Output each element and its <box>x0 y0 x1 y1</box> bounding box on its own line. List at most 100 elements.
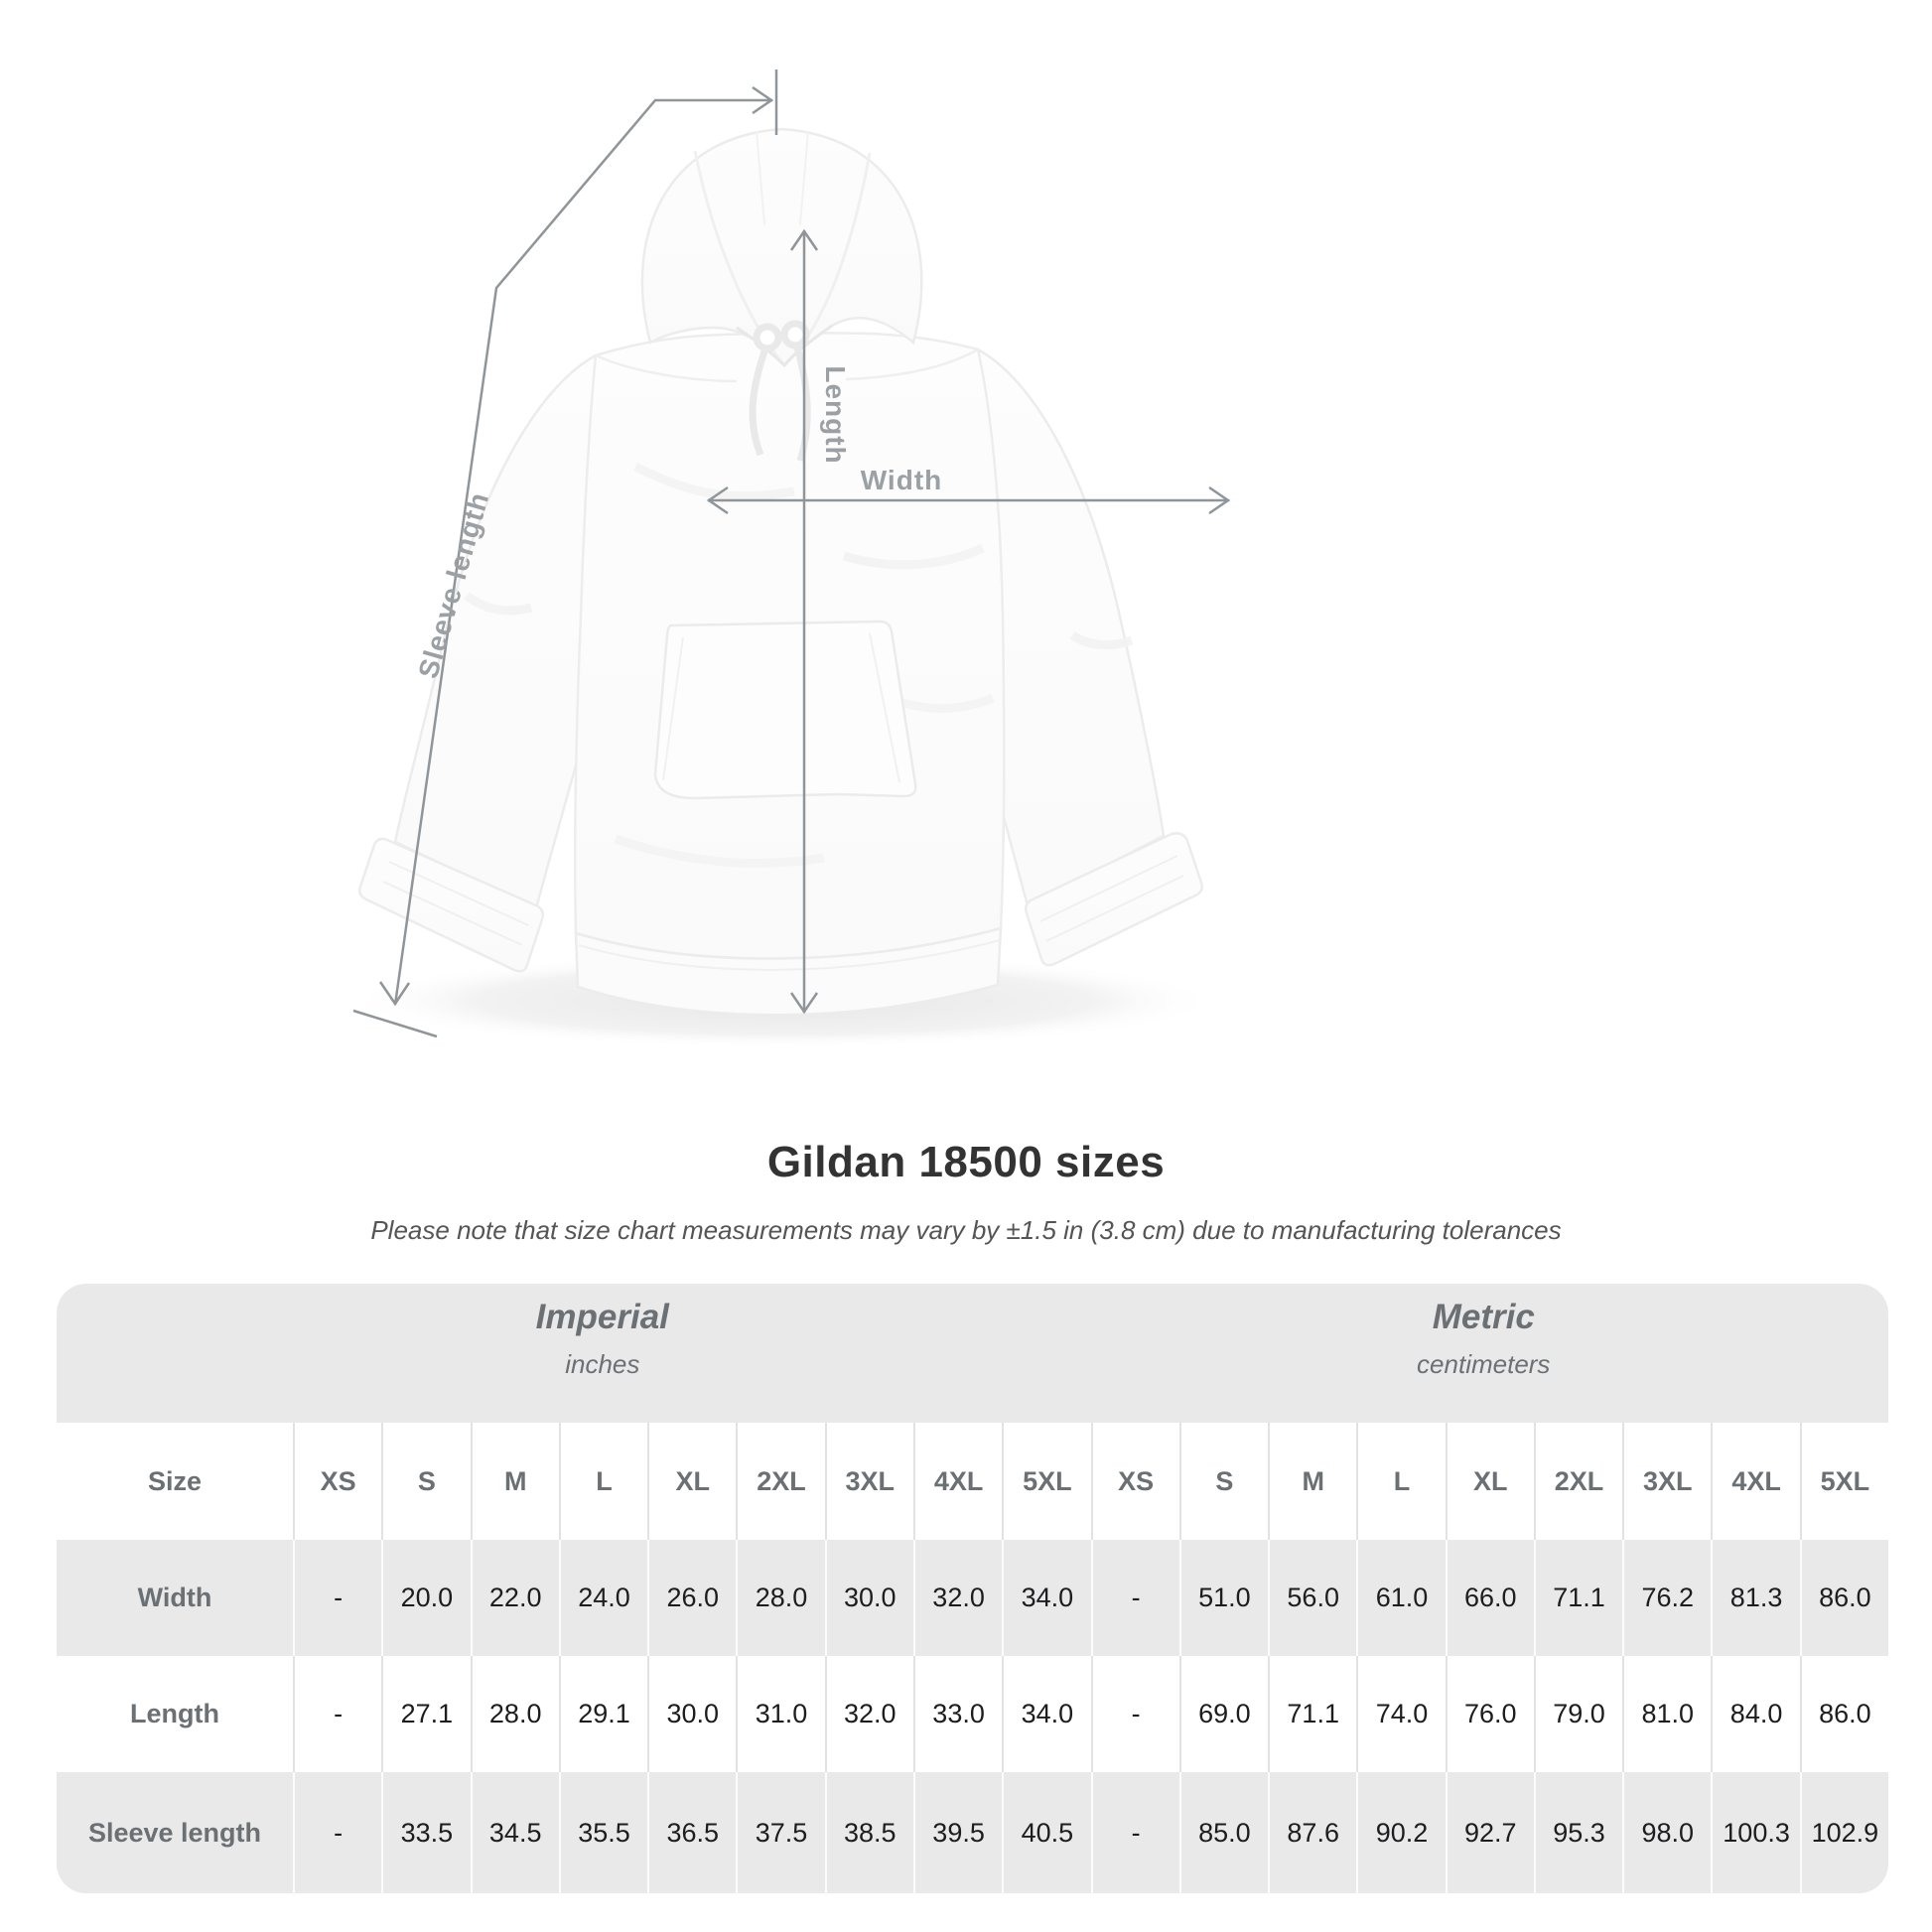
size-column-header: 3XL <box>1622 1423 1711 1540</box>
measurement-value-cell: 33.0 <box>912 1656 1002 1772</box>
measurement-value-cell: 38.5 <box>824 1772 913 1893</box>
row-label: Width <box>137 1583 212 1612</box>
size-column-header: S <box>381 1423 470 1540</box>
size-header-row: Size XS S M L XL 2XL 3XL 4XL 5XL XS S M L XL 2XL 3XL 4XL… <box>57 1423 1888 1540</box>
size-column-header: 2XL <box>1533 1423 1622 1540</box>
measurement-value-cell: 30.0 <box>824 1540 913 1656</box>
measurement-value-cell: - <box>1090 1540 1179 1656</box>
length-measure-line <box>789 228 819 1015</box>
measurement-value-cell: 28.0 <box>736 1540 824 1656</box>
hoodie-hood <box>640 127 923 368</box>
measurement-value-cell: 34.5 <box>470 1772 559 1893</box>
table-row: Length -27.1 28.0 29.1 30.0 31.0 32.0 33.0 34.0-… <box>57 1656 1888 1772</box>
measurement-value-cell: 66.0 <box>1445 1540 1534 1656</box>
measurement-value-cell: 34.0 <box>1002 1656 1090 1772</box>
measurement-value-cell: 34.0 <box>1002 1540 1090 1656</box>
size-column-header: XS <box>1090 1423 1179 1540</box>
measurement-value-cell: 100.3 <box>1711 1772 1799 1893</box>
arrow-down-icon <box>378 981 411 1007</box>
size-column-header: 5XL <box>1002 1423 1090 1540</box>
table-row: Sleeve length -33.5 34.5 35.5 36.5 37.5 38.5 39… <box>57 1772 1888 1893</box>
group-imperial-name: Imperial <box>535 1298 669 1336</box>
size-column-header: 5XL <box>1799 1423 1888 1540</box>
measurement-value-cell: 28.0 <box>470 1656 559 1772</box>
measurement-value-cell: - <box>1090 1772 1179 1893</box>
page-subtitle: Please note that size chart measurements… <box>370 1215 1562 1245</box>
measurement-value-cell: - <box>293 1656 381 1772</box>
measurement-value-cell: 32.0 <box>824 1656 913 1772</box>
measurement-value-cell: 30.0 <box>647 1656 736 1772</box>
measurement-value-cell: 22.0 <box>470 1540 559 1656</box>
table-row: Width -20.0 22.0 24.0 26.0 28.0 30.0 32.0 34.0-5… <box>57 1540 1888 1656</box>
page-title: Gildan 18500 sizes <box>766 1138 1166 1186</box>
size-column-header: L <box>1356 1423 1445 1540</box>
measurement-value-cell: 84.0 <box>1711 1656 1799 1772</box>
measurement-value-cell: 29.1 <box>558 1656 647 1772</box>
measurement-value-cell: 39.5 <box>912 1772 1002 1893</box>
measurement-value-cell: 33.5 <box>381 1772 470 1893</box>
measurement-value-cell: 56.0 <box>1268 1540 1356 1656</box>
measurement-value-cell: 85.0 <box>1178 1772 1268 1893</box>
measurement-value-cell: 69.0 <box>1178 1656 1268 1772</box>
measurement-value-cell: 90.2 <box>1356 1772 1445 1893</box>
size-column-header: M <box>470 1423 559 1540</box>
measurement-value-cell: 71.1 <box>1268 1656 1356 1772</box>
measurement-value-cell: 95.3 <box>1533 1772 1622 1893</box>
size-column-header: 3XL <box>824 1423 913 1540</box>
size-column-header: 4XL <box>912 1423 1002 1540</box>
arrow-up-icon <box>789 228 819 251</box>
measurement-value-cell: 32.0 <box>912 1540 1002 1656</box>
measurement-value-cell: 26.0 <box>647 1540 736 1656</box>
group-imperial-unit: inches <box>565 1349 640 1379</box>
group-metric-name: Metric <box>1432 1298 1535 1336</box>
tick-mark <box>352 1009 438 1038</box>
size-column-header: S <box>1178 1423 1268 1540</box>
kangaroo-pocket <box>653 620 917 800</box>
measurement-value-cell: 86.0 <box>1799 1540 1888 1656</box>
measurement-value-cell: 76.0 <box>1445 1656 1534 1772</box>
measurement-value-cell: 37.5 <box>736 1772 824 1893</box>
measurement-value-cell: 36.5 <box>647 1772 736 1893</box>
unit-group-row: Imperial inches Metric centimeters <box>57 1284 1888 1423</box>
hoodie-illustration: Width Length Sleeve length <box>347 69 1231 1048</box>
measurement-value-cell: 92.7 <box>1445 1772 1534 1893</box>
arrow-right-icon <box>1208 485 1231 515</box>
group-imperial: Imperial inches <box>536 1298 669 1380</box>
measurement-value-cell: 35.5 <box>558 1772 647 1893</box>
measurement-value-cell: 74.0 <box>1356 1656 1445 1772</box>
measurement-value-cell: 87.6 <box>1268 1772 1356 1893</box>
size-column-header: L <box>558 1423 647 1540</box>
measurement-value-cell: 81.3 <box>1711 1540 1799 1656</box>
cuff-ribbing <box>382 855 1184 946</box>
size-column-header: XS <box>293 1423 381 1540</box>
arrow-left-icon <box>706 485 729 515</box>
measurement-value-cell: 51.0 <box>1178 1540 1268 1656</box>
measurement-value-cell: 79.0 <box>1533 1656 1622 1772</box>
width-label: Width <box>861 465 943 495</box>
group-metric: Metric centimeters <box>1417 1298 1550 1380</box>
sleeve-measure-line <box>352 69 778 1038</box>
size-column-header: 4XL <box>1711 1423 1799 1540</box>
row-label: Length <box>130 1699 219 1728</box>
group-metric-unit: centimeters <box>1417 1349 1551 1379</box>
row-label: Sleeve length <box>87 1817 262 1848</box>
hoodie-hem <box>574 926 1003 1017</box>
arrow-right-icon <box>752 85 774 115</box>
measurement-value-cell: 98.0 <box>1622 1772 1711 1893</box>
size-header-cell: Size <box>147 1465 203 1496</box>
measurement-value-cell: - <box>293 1540 381 1656</box>
size-column-header: M <box>1268 1423 1356 1540</box>
measurement-value-cell: 81.0 <box>1622 1656 1711 1772</box>
shoulder-seams <box>595 347 979 383</box>
measurement-value-cell: 86.0 <box>1799 1656 1888 1772</box>
size-column-header: XL <box>647 1423 736 1540</box>
measurement-value-cell: 102.9 <box>1799 1772 1888 1893</box>
size-table: Imperial inches Metric centimeters Size … <box>57 1284 1888 1893</box>
fabric-wrinkles <box>464 462 1134 869</box>
measurement-value-cell: 40.5 <box>1002 1772 1090 1893</box>
length-label: Length <box>820 365 851 464</box>
width-measure-line <box>706 485 1231 515</box>
drawstring <box>749 320 811 463</box>
measurement-value-cell: - <box>293 1772 381 1893</box>
